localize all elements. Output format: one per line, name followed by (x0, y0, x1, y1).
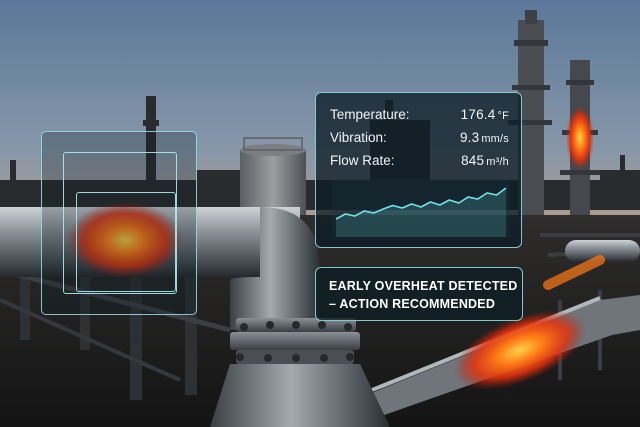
vibration-unit: mm/s (481, 133, 509, 145)
thermal-detection-frame (41, 131, 197, 315)
flow-rate-unit: m³/h (486, 156, 509, 168)
temperature-row: Temperature: 176.4 °F (330, 107, 509, 127)
flow-rate-value: 845 m³/h (461, 153, 509, 168)
detection-box-outer (63, 152, 177, 294)
alert-line-1: EARLY OVERHEAT DETECTED (329, 279, 518, 293)
sparkline-line (335, 187, 507, 220)
vibration-row: Vibration: 9.3 mm/s (330, 130, 509, 150)
flow-rate-row: Flow Rate: 845 m³/h (330, 153, 509, 173)
sensor-readings-panel: Temperature: 176.4 °F Vibration: 9.3 mm/s … (315, 92, 522, 248)
overheat-alert-panel: EARLY OVERHEAT DETECTED – ACTION RECOMME… (315, 267, 523, 321)
flow-rate-label: Flow Rate: (330, 153, 395, 168)
detection-box-inner (76, 192, 176, 292)
alert-line-2: – ACTION RECOMMENDED (329, 297, 496, 311)
temperature-label: Temperature: (330, 107, 410, 122)
temperature-value: 176.4 °F (460, 107, 509, 122)
vibration-label: Vibration: (330, 130, 387, 145)
vibration-value: 9.3 mm/s (459, 130, 509, 145)
sensor-trend-sparkline (332, 179, 510, 237)
temperature-unit: °F (497, 110, 509, 122)
